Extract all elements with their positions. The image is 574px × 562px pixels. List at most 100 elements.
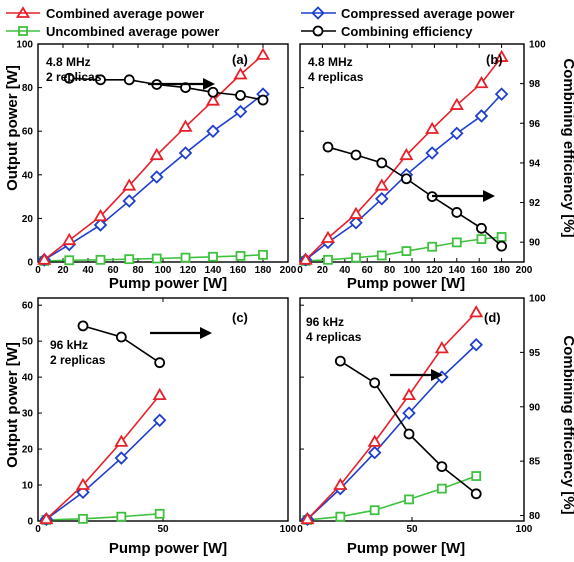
right-y-tick-label: 100 bbox=[529, 40, 546, 51]
data-point bbox=[450, 126, 464, 141]
panel-annotation: 4.8 MHz bbox=[308, 55, 353, 69]
data-point bbox=[425, 121, 440, 134]
y-tick-label: 50 bbox=[22, 337, 34, 348]
right-ylabel-top: Combining efficiency [%] bbox=[560, 58, 574, 237]
legend-label-combined: Combined average power bbox=[46, 6, 204, 21]
legend-item-compressed: Compressed average power bbox=[301, 6, 514, 21]
data-point bbox=[474, 109, 489, 123]
data-point bbox=[496, 232, 507, 242]
arrow-head bbox=[431, 369, 443, 381]
panels: 0 20 40 60 80 100 120 140 160 180 2000204060801004… bbox=[16, 40, 546, 536]
data-point bbox=[235, 89, 246, 101]
data-point bbox=[63, 72, 75, 84]
right-y-tick-label: 92 bbox=[529, 198, 541, 209]
data-point bbox=[93, 218, 108, 232]
data-point bbox=[404, 494, 414, 505]
series-combining-efficiency bbox=[77, 320, 166, 369]
data-point bbox=[300, 511, 315, 525]
series-compressed-average-power bbox=[39, 413, 167, 526]
data-point bbox=[152, 413, 167, 428]
data-point bbox=[178, 119, 193, 132]
x-tick-label: 100 bbox=[155, 265, 172, 276]
data-point bbox=[37, 252, 52, 265]
data-point bbox=[374, 192, 389, 206]
legend-label-efficiency: Combining efficiency bbox=[341, 24, 473, 39]
xlabel-c: Pump power [W] bbox=[109, 540, 227, 557]
data-point bbox=[322, 141, 334, 153]
x-tick-label: 50 bbox=[157, 524, 169, 535]
data-point bbox=[77, 320, 89, 332]
y-tick-label: 30 bbox=[22, 409, 34, 420]
data-point bbox=[470, 488, 482, 500]
legend-item-uncombined: Uncombined average power bbox=[6, 24, 219, 39]
legend-item-efficiency: Combining efficiency bbox=[301, 24, 473, 39]
xlabel-b: Pump power [W] bbox=[347, 275, 465, 292]
x-tick-label: 80 bbox=[384, 265, 396, 276]
legend-item-combined: Combined average power bbox=[6, 6, 204, 21]
right-y-tick-label: 95 bbox=[529, 348, 541, 359]
data-point bbox=[403, 428, 415, 440]
panel-annotation: 96 kHz bbox=[50, 338, 88, 352]
data-point bbox=[349, 215, 363, 230]
data-point bbox=[434, 341, 449, 354]
data-point bbox=[233, 67, 248, 80]
data-point bbox=[208, 251, 218, 262]
legend: Combined average power Uncombined averag… bbox=[6, 6, 514, 39]
panel-annotation: 4 replicas bbox=[306, 330, 362, 344]
series-uncombined-average-power bbox=[39, 249, 268, 266]
series-line bbox=[339, 360, 477, 495]
x-tick-label: 160 bbox=[471, 265, 488, 276]
data-point bbox=[95, 74, 106, 86]
panel-label: (c) bbox=[232, 310, 248, 325]
data-point bbox=[333, 477, 348, 490]
panel-a: 0 20 40 60 80 100 120 140 160 180 200 0 20 40 60 80 100 4… bbox=[16, 40, 296, 277]
data-point bbox=[494, 87, 509, 101]
data-point bbox=[93, 208, 108, 222]
left-ylabel-bottom: Output power [W] bbox=[4, 342, 21, 468]
xlabel-a: Pump power [W] bbox=[109, 275, 227, 292]
x-tick-label: 0 bbox=[35, 265, 41, 276]
data-point bbox=[115, 331, 127, 343]
arrow-head bbox=[203, 78, 215, 90]
arrow-right-icon bbox=[390, 369, 443, 381]
y-tick-label: 0 bbox=[27, 258, 33, 269]
data-point bbox=[402, 406, 416, 420]
series-combining-efficiency bbox=[63, 72, 269, 106]
data-point bbox=[474, 75, 489, 89]
x-tick-label: 0 bbox=[297, 265, 303, 276]
data-point bbox=[350, 149, 362, 161]
x-tick-label: 200 bbox=[516, 265, 533, 276]
data-point bbox=[95, 254, 106, 265]
series-line bbox=[306, 311, 477, 520]
series-uncombined-average-power bbox=[300, 232, 507, 266]
data-point bbox=[122, 178, 137, 191]
data-point bbox=[114, 434, 129, 447]
data-point bbox=[151, 253, 162, 264]
x-tick-label: 100 bbox=[516, 524, 533, 535]
legend-label-compressed: Compressed average power bbox=[341, 6, 514, 21]
data-point bbox=[427, 241, 438, 252]
data-point bbox=[206, 124, 220, 138]
x-tick-label: 120 bbox=[426, 265, 443, 276]
data-point bbox=[334, 355, 346, 367]
data-point bbox=[496, 240, 508, 252]
data-point bbox=[376, 250, 387, 261]
data-point bbox=[235, 250, 246, 261]
data-point bbox=[257, 94, 269, 106]
series-line bbox=[45, 394, 161, 520]
data-point bbox=[376, 157, 388, 169]
data-point bbox=[469, 337, 483, 352]
right-ylabel-bottom: Combining efficiency [%] bbox=[560, 335, 574, 514]
x-tick-label: 50 bbox=[406, 524, 418, 535]
data-point bbox=[207, 86, 219, 98]
x-tick-label: 40 bbox=[339, 265, 351, 276]
data-point bbox=[401, 387, 417, 401]
data-point bbox=[401, 246, 412, 257]
series-line bbox=[306, 344, 477, 520]
data-point bbox=[124, 254, 135, 265]
y-tick-label: 10 bbox=[22, 481, 34, 492]
arrow-head bbox=[483, 190, 495, 202]
